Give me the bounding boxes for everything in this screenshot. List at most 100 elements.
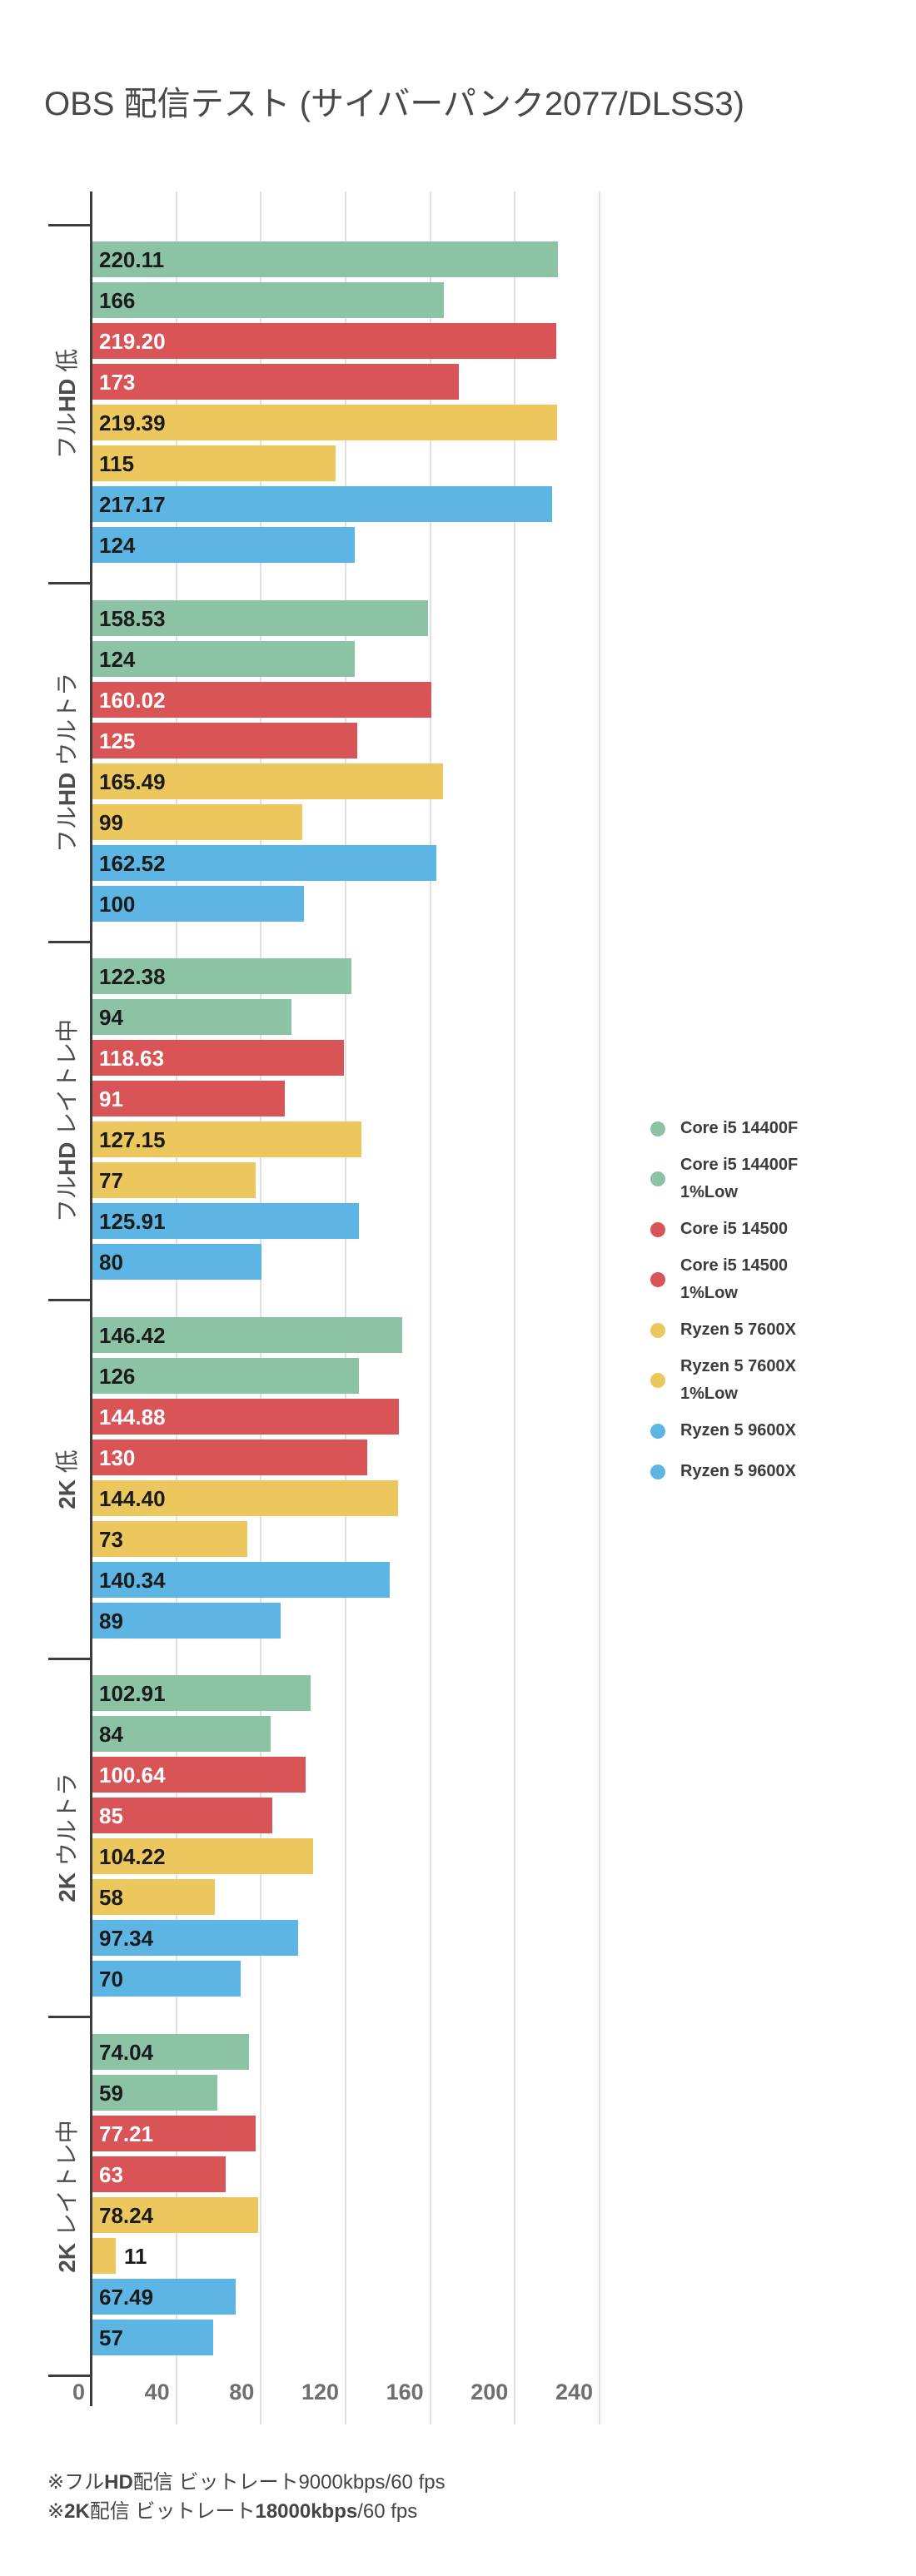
- bar: [92, 1203, 360, 1239]
- bar-value-label: 165.49: [99, 768, 166, 794]
- bar-value-label: 124: [99, 533, 136, 558]
- footnote-segment: ※フル: [47, 2471, 105, 2494]
- bar-value-label: 73: [99, 1526, 123, 1552]
- bar: [92, 1798, 273, 1833]
- legend-item: Ryzen 5 7600X: [650, 1311, 798, 1349]
- footnote-line: ※2K配信 ビットレート18000kbps/60 fps: [47, 2494, 417, 2524]
- bar: [92, 364, 459, 400]
- category-label-segment: ウルトラ: [54, 1773, 80, 1873]
- bar: [92, 599, 428, 636]
- bar-value-label: 78.24: [99, 2202, 154, 2228]
- bar: [92, 323, 557, 359]
- bar-value-label: 124: [99, 646, 136, 672]
- bar: [92, 2115, 256, 2151]
- gridline: [260, 191, 262, 2424]
- gridline: [175, 191, 177, 2424]
- category-label-segment: 2K: [54, 1872, 80, 1903]
- bar: [92, 405, 557, 440]
- bar-value-label: 125: [99, 728, 136, 753]
- legend-label: Ryzen 5 9600X: [680, 1462, 796, 1480]
- bar: [92, 640, 356, 677]
- gridline: [599, 191, 600, 2424]
- bar: [92, 1479, 399, 1516]
- bar: [92, 1561, 390, 1598]
- legend-swatch-circle: [650, 1322, 665, 1338]
- category-label-segment: フル: [54, 1176, 80, 1223]
- bar-value-label: 104.22: [99, 1844, 166, 1869]
- bar-value-label: 99: [99, 809, 123, 835]
- bar-value-label: 77.21: [99, 2121, 154, 2146]
- chart-title: OBS 配信テスト (サイバーパンク2077/DLSS3): [44, 86, 744, 122]
- footnote-segment: 18000kbps: [255, 2500, 358, 2523]
- legend-swatch-circle: [650, 1171, 665, 1186]
- bar: [92, 282, 444, 318]
- bar: [92, 722, 357, 758]
- bar-value-label: 77: [99, 1168, 123, 1193]
- category-label-segment: 2K: [54, 2242, 80, 2273]
- legend-label: Core i5 14500 1%Low: [680, 1256, 788, 1302]
- category-label-segment: 2K: [54, 1479, 80, 1509]
- bar: [92, 2074, 217, 2111]
- category-group-tick: [48, 582, 92, 584]
- bar-value-label: 100.64: [99, 1763, 166, 1788]
- bar-value-label: 67.49: [99, 2284, 154, 2310]
- value-axis-tick-label: 160: [386, 2380, 424, 2404]
- category-label: 2K 低: [49, 1450, 82, 1509]
- bar-value-label: 91: [99, 1087, 123, 1111]
- bar-value-label: 115: [99, 451, 134, 476]
- legend-swatch-circle: [650, 1221, 665, 1237]
- legend-item: Core i5 14500 1%Low: [650, 1251, 798, 1308]
- legend-swatch-circle: [650, 1464, 665, 1479]
- bar-value-label: 102.91: [99, 1681, 166, 1706]
- bar: [92, 844, 437, 881]
- bar-value-label: 160.02: [99, 687, 166, 713]
- category-label-segment: レイトレ中: [54, 1019, 80, 1142]
- bar-value-label: 219.39: [99, 410, 166, 435]
- bar-value-label: 74.04: [99, 2039, 154, 2065]
- legend-label: Core i5 14400F: [680, 1119, 799, 1137]
- value-axis-tick-label: 240: [555, 2380, 593, 2404]
- legend-item: Core i5 14400F: [650, 1110, 798, 1147]
- category-label: フルHD 低: [49, 349, 82, 459]
- category-group-tick: [48, 1657, 92, 1660]
- bar: [92, 1162, 256, 1198]
- bar-value-label: 162.52: [99, 850, 166, 876]
- category-group-tick: [48, 2374, 92, 2377]
- bar: [92, 1357, 360, 1394]
- bar: [92, 1244, 262, 1280]
- bar: [92, 241, 559, 277]
- category-group-tick: [48, 1299, 92, 1301]
- legend-swatch-circle: [650, 1423, 665, 1439]
- category-label-segment: フル: [54, 805, 80, 853]
- bar: [92, 2319, 213, 2355]
- bar: [92, 958, 352, 994]
- bar: [92, 1081, 286, 1116]
- bar-value-label: 70: [99, 1967, 123, 1992]
- bar-value-label: 130: [99, 1445, 136, 1470]
- bar: [92, 1121, 362, 1157]
- bar-value-label: 97.34: [99, 1926, 154, 1951]
- bar: [92, 1716, 271, 1752]
- category-label: フルHD レイトレ中: [49, 1019, 82, 1222]
- legend-swatch-circle: [650, 1272, 665, 1287]
- footnote-segment: ※: [47, 2500, 65, 2523]
- legend-label: Ryzen 5 7600X 1%Low: [680, 1357, 796, 1403]
- legend-item: Core i5 14500: [650, 1211, 798, 1248]
- footnote-segment: 2K: [64, 2500, 90, 2523]
- category-label: フルHD ウルトラ: [49, 673, 82, 853]
- bar: [92, 486, 552, 522]
- footnote-segment: 配信 ビットレート9000kbps/60 fps: [132, 2471, 446, 2494]
- value-axis-tick-label: 40: [144, 2380, 170, 2404]
- category-group-tick: [48, 940, 92, 943]
- legend-item: Ryzen 5 9600X: [650, 1453, 798, 1490]
- footnote-segment: /60 fps: [357, 2500, 418, 2523]
- bar-value-label: 144.88: [99, 1404, 166, 1430]
- bar: [92, 1879, 216, 1915]
- bar: [92, 445, 336, 481]
- gridline: [514, 191, 516, 2424]
- bar: [92, 1838, 313, 1874]
- bar-value-label: 59: [99, 2080, 123, 2106]
- bar-value-label: 126: [99, 1363, 136, 1389]
- bar: [92, 2196, 258, 2233]
- bar: [92, 999, 291, 1035]
